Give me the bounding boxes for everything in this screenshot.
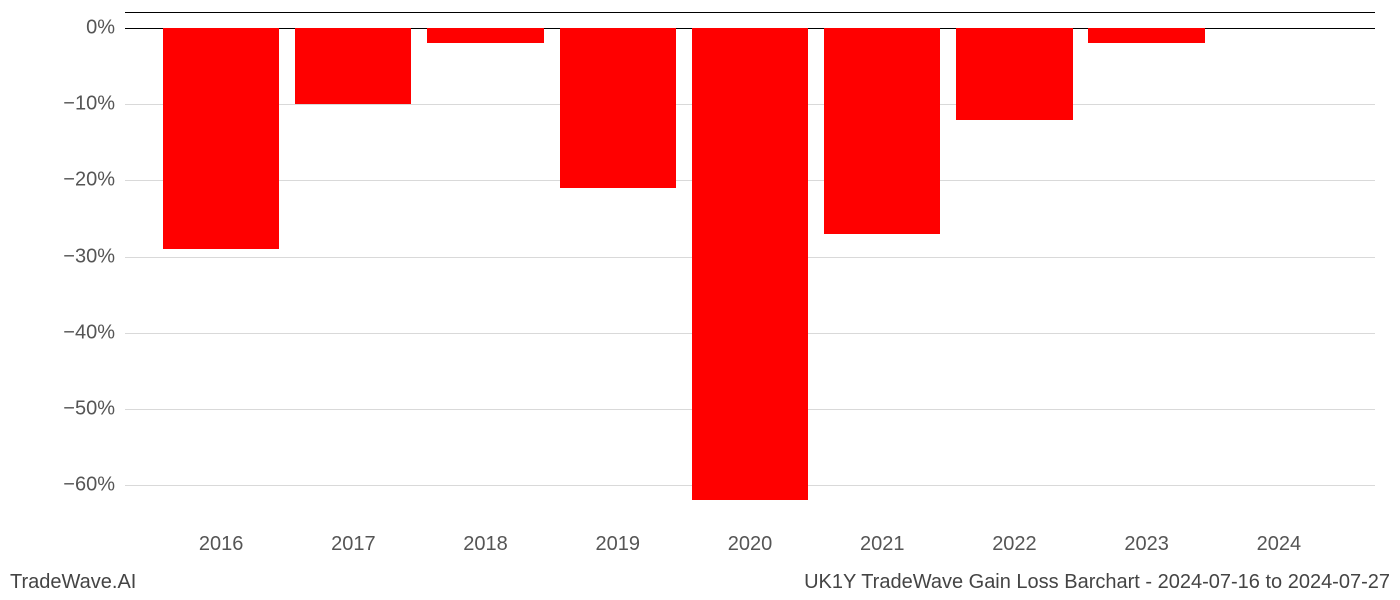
bar <box>163 28 279 249</box>
x-tick-label: 2019 <box>596 533 641 556</box>
plot-area: 0%−10%−20%−30%−40%−50%−60%20162017201820… <box>125 12 1375 522</box>
bar <box>560 28 676 188</box>
x-tick-label: 2022 <box>992 533 1037 556</box>
x-tick-label: 2018 <box>463 533 508 556</box>
y-tick-label: −40% <box>35 321 115 344</box>
x-tick-label: 2021 <box>860 533 905 556</box>
bar <box>295 28 411 104</box>
footer-left-text: TradeWave.AI <box>10 571 136 594</box>
bar <box>824 28 940 234</box>
y-tick-label: −20% <box>35 169 115 192</box>
bar <box>427 28 543 43</box>
x-tick-label: 2024 <box>1257 533 1302 556</box>
bar <box>1088 28 1204 43</box>
x-tick-label: 2016 <box>199 533 244 556</box>
y-tick-label: −10% <box>35 93 115 116</box>
x-tick-label: 2020 <box>728 533 773 556</box>
y-tick-label: 0% <box>35 17 115 40</box>
y-tick-label: −60% <box>35 473 115 496</box>
footer-right-text: UK1Y TradeWave Gain Loss Barchart - 2024… <box>804 571 1390 594</box>
bar <box>956 28 1072 119</box>
chart-container: 0% −10% −20% −30% −40% −50% −60% 2016 2017 2018 20… <box>0 0 1400 600</box>
y-tick-label: −50% <box>35 397 115 420</box>
y-tick-label: −30% <box>35 245 115 268</box>
x-tick-label: 2023 <box>1124 533 1169 556</box>
bar <box>692 28 808 500</box>
x-tick-label: 2017 <box>331 533 376 556</box>
